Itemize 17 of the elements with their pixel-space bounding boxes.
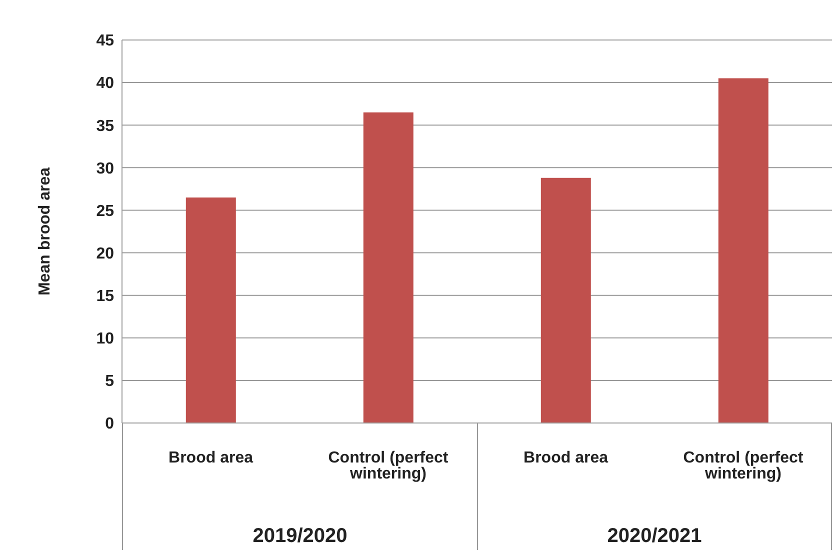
y-tick-label: 15 — [96, 288, 114, 306]
y-tick-label: 25 — [96, 202, 114, 220]
x-tick-label: Control (perfect wintering) — [328, 449, 449, 482]
text: 2019/2020 — [252, 525, 348, 548]
y-tick-label: 0 — [105, 416, 114, 433]
y-tick-label: 5 — [105, 373, 114, 390]
x-tick-label: Brood area — [524, 449, 608, 466]
y-axis-title: Mean brood area — [36, 167, 54, 296]
y-tick-label: 30 — [96, 160, 114, 178]
y-tick-label: 35 — [96, 118, 114, 135]
y-tick-label: 10 — [96, 330, 114, 348]
x-tick-label: Brood area — [168, 449, 254, 466]
text: 2020/2021 — [607, 525, 702, 548]
y-tick-label: 40 — [96, 75, 114, 92]
y-tick-label: 20 — [96, 245, 114, 262]
x-tick-label: Control (perfect wintering) — [683, 449, 804, 482]
y-tick-label: 45 — [96, 32, 114, 50]
